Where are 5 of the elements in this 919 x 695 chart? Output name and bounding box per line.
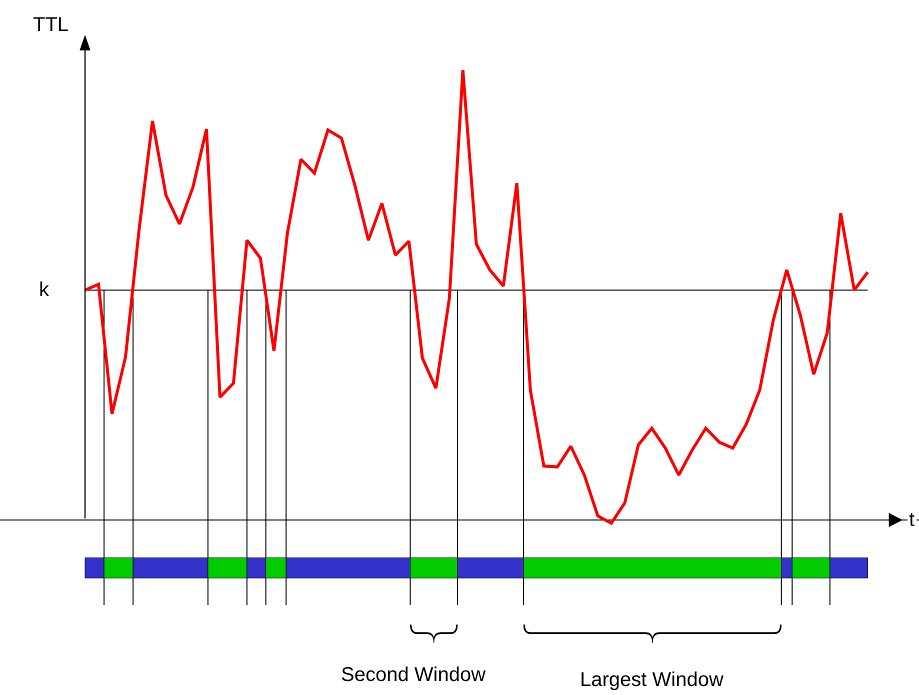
ref-line-label: k	[39, 279, 50, 301]
text: Second Window	[341, 664, 486, 686]
x-axis-title: t	[909, 509, 915, 531]
text: Largest Window	[580, 669, 724, 691]
y-axis-title: TTL	[33, 14, 69, 36]
